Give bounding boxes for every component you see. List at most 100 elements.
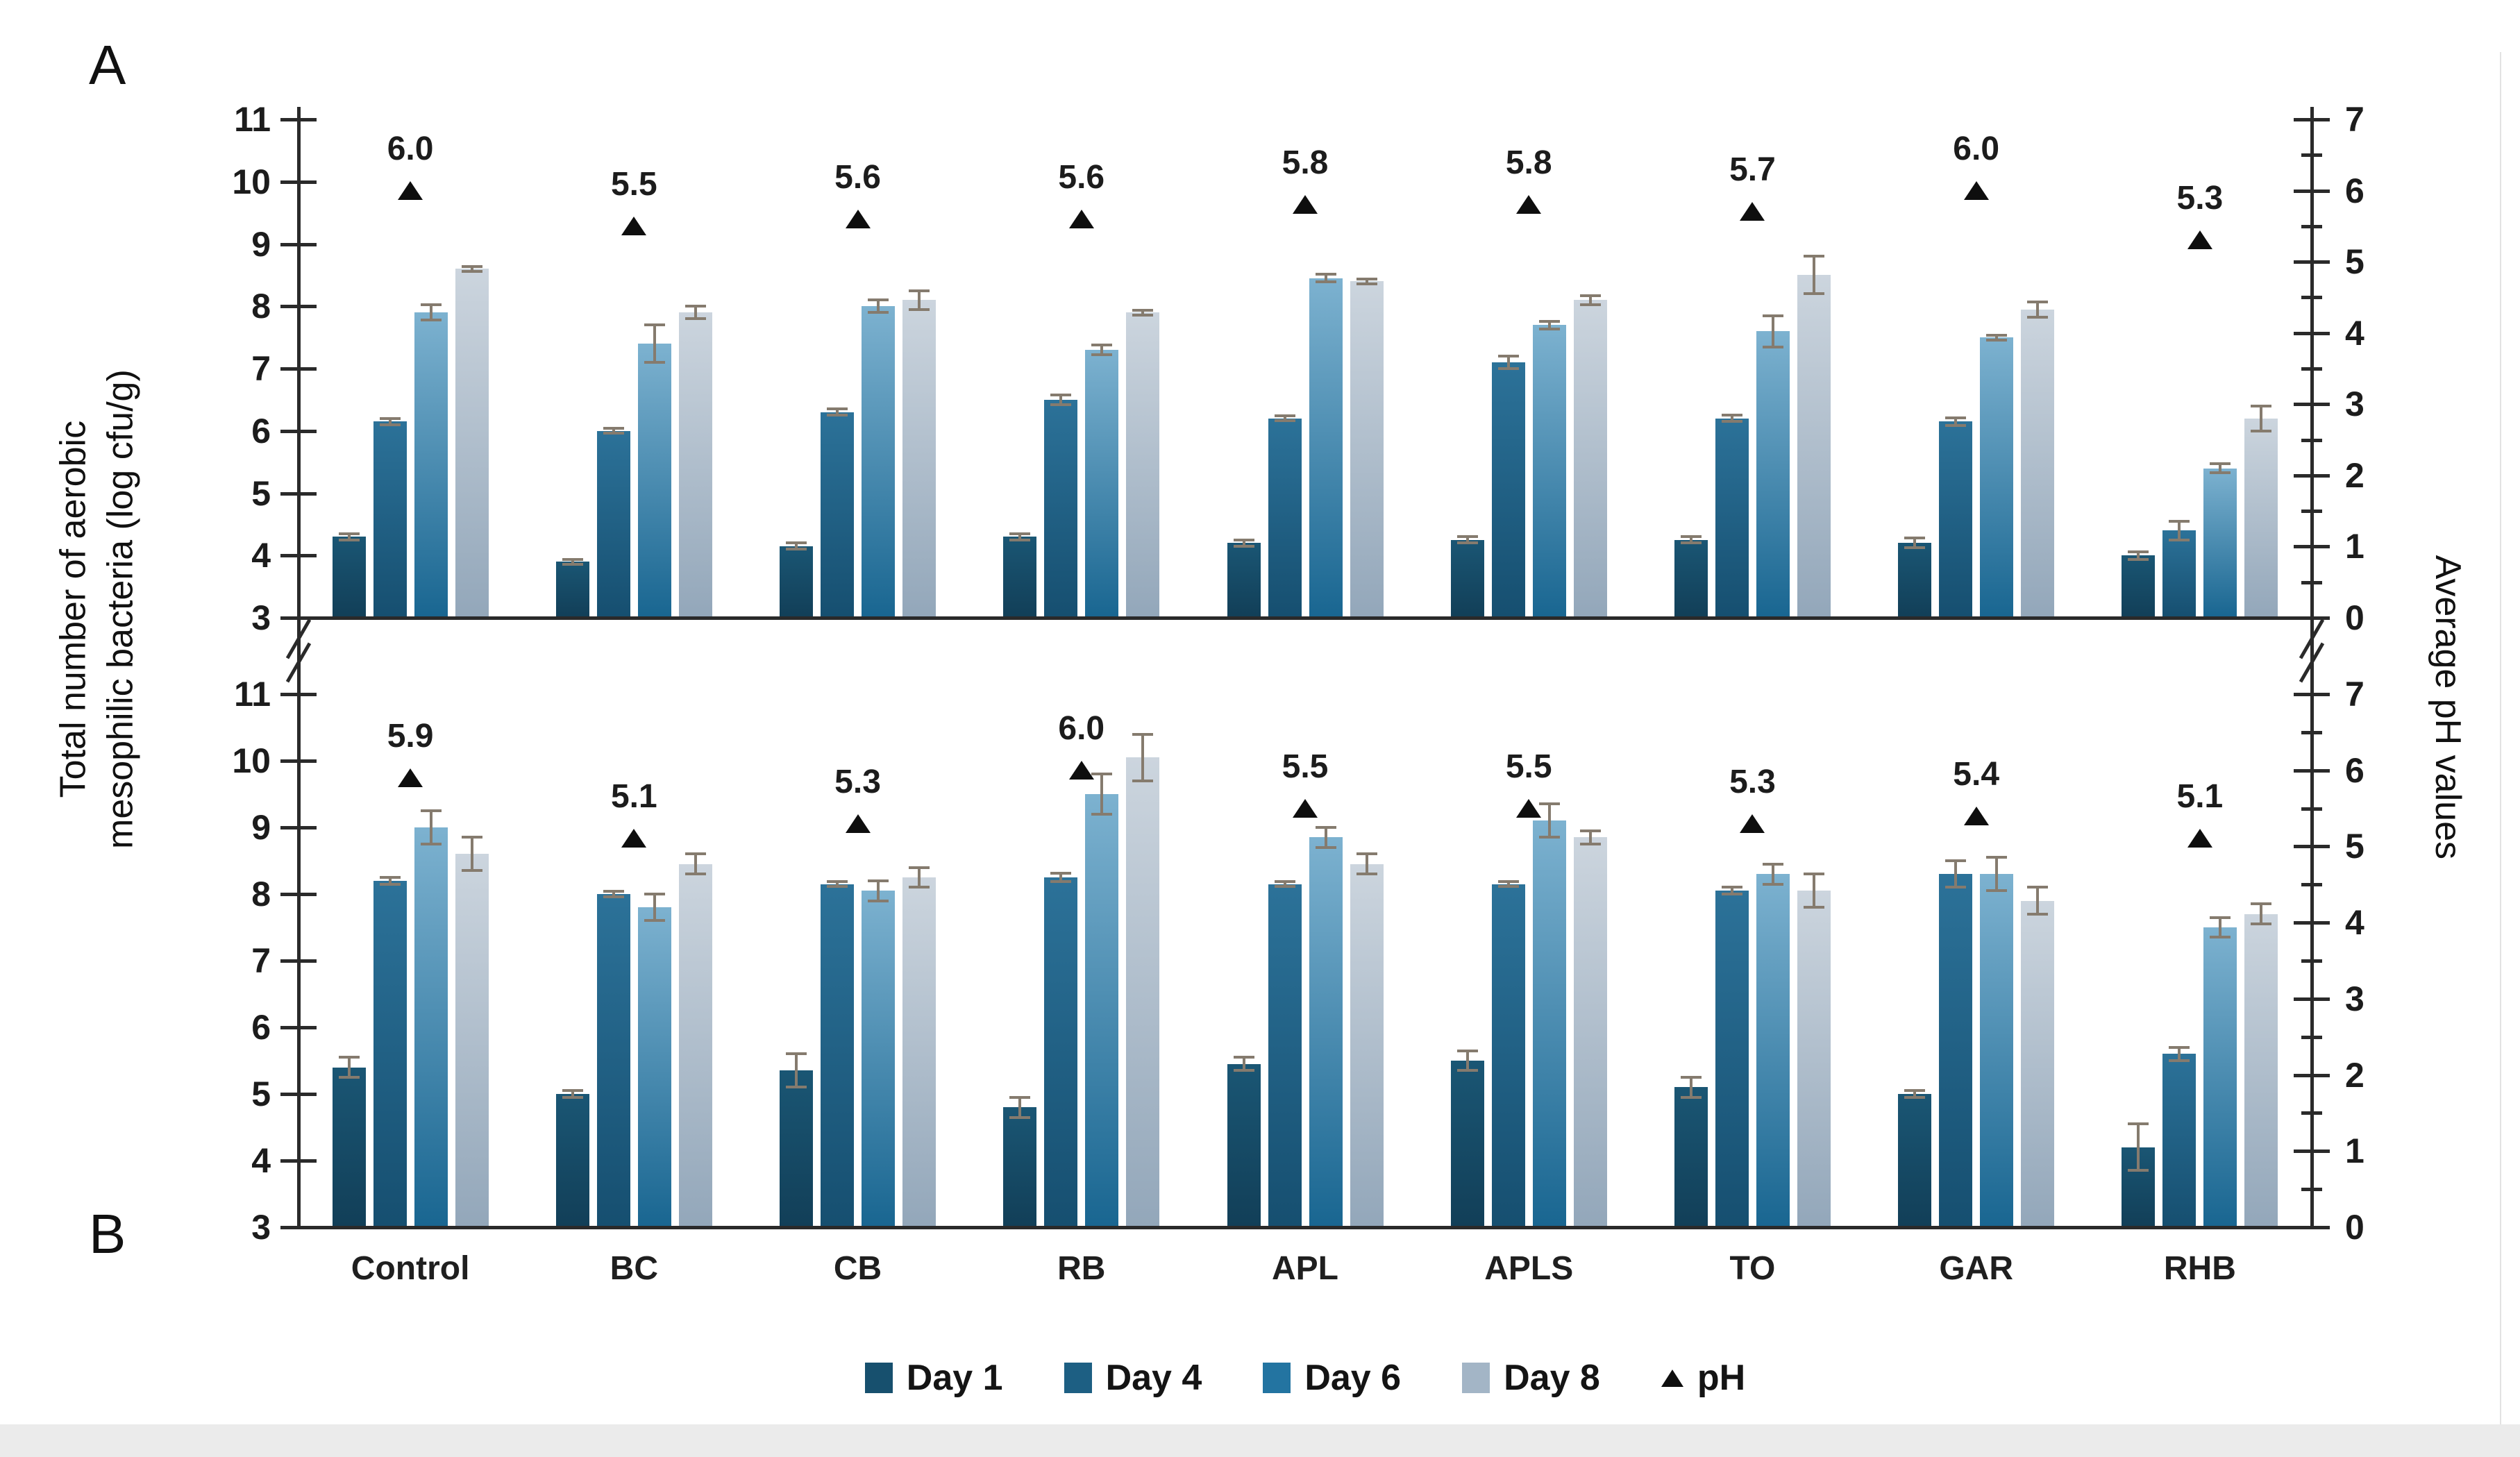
error-bar-cap-top: [1091, 343, 1113, 346]
left-axis-tick: [280, 242, 317, 246]
error-bar-cap-bottom: [1721, 420, 1742, 423]
error-bar-cap-top: [1456, 1049, 1478, 1052]
ph-triangle-marker: [1963, 180, 1989, 200]
left-axis-tick: [280, 616, 317, 620]
error-bar-cap-top: [1721, 414, 1742, 417]
error-bar-cap-top: [1356, 852, 1377, 856]
error-bar-cap-bottom: [644, 919, 665, 923]
bar-b-rb-day-1: [1003, 1107, 1037, 1226]
error-bar: [694, 854, 697, 875]
error-bar-cap-top: [338, 532, 360, 535]
right-axis-tick: [2294, 473, 2330, 478]
bar-b-control-day-8: [455, 854, 489, 1226]
error-bar-cap-bottom: [1803, 292, 1824, 296]
ph-value-label: 5.9: [387, 717, 434, 755]
bar-a-rhb-day-4: [2162, 530, 2196, 616]
error-bar: [1365, 278, 1368, 284]
ph-triangle-icon: [1661, 1369, 1683, 1387]
error-bar-cap-bottom: [1274, 419, 1295, 423]
ph-value-label: 5.5: [610, 165, 657, 203]
bar-b-rhb-day-8: [2244, 913, 2278, 1226]
ph-triangle-marker: [621, 216, 647, 235]
error-bar-cap-top: [603, 427, 624, 430]
error-bar-cap-top: [1009, 532, 1031, 535]
bar-b-bc-day-1: [555, 1094, 589, 1226]
bar-a-bc-day-8: [678, 312, 712, 616]
bar-a-cb-day-4: [821, 412, 855, 616]
error-bar-cap-top: [1986, 333, 2008, 337]
error-bar: [2260, 904, 2263, 925]
error-bar-cap-bottom: [1050, 879, 1072, 883]
error-bar-cap-top: [644, 893, 665, 895]
error-bar-cap-bottom: [2251, 923, 2272, 926]
left-axis-tick: [280, 826, 317, 829]
error-bar: [2178, 1047, 2181, 1061]
bar-b-apls-day-4: [1491, 884, 1525, 1226]
right-axis-tick: [2294, 260, 2330, 264]
error-bar: [694, 306, 697, 319]
error-bar-cap-bottom: [1132, 779, 1154, 782]
error-bar: [1018, 533, 1022, 540]
right-axis-tick: [2301, 509, 2322, 514]
legend-label: Day 8: [1504, 1358, 1600, 1398]
right-axis-tick: [2294, 545, 2330, 549]
bar-a-apls-day-8: [1573, 300, 1607, 616]
error-bar-cap-bottom: [338, 1076, 360, 1079]
error-bar-cap-bottom: [1579, 843, 1601, 845]
error-bar-cap-top: [1904, 537, 1926, 540]
error-bar: [2178, 521, 2181, 540]
legend-swatch-icon: [1064, 1363, 1092, 1393]
error-bar: [1995, 335, 1999, 340]
error-bar-cap-top: [2169, 1045, 2190, 1049]
error-bar-cap-bottom: [1315, 280, 1336, 284]
ph-value-label: 5.7: [1729, 151, 1776, 189]
bar-a-rb-day-1: [1003, 537, 1037, 616]
bottom-strip: [0, 1424, 2520, 1457]
error-bar-cap-bottom: [1233, 1069, 1254, 1072]
error-bar: [470, 266, 473, 271]
right-axis-tick: [2294, 616, 2330, 620]
error-bar-cap-bottom: [1904, 546, 1926, 550]
error-bar-cap-top: [2251, 404, 2272, 407]
right-axis-tick: [2294, 1073, 2330, 1077]
error-bar-cap-top: [1233, 1056, 1254, 1059]
bar-b-gar-day-8: [2021, 900, 2055, 1226]
error-bar-cap-top: [420, 303, 442, 307]
right-axis-tick-label: 5: [2345, 242, 2364, 282]
bar-b-cb-day-8: [902, 877, 936, 1226]
bar-a-gar-day-4: [1939, 421, 1973, 616]
error-bar: [836, 881, 839, 887]
bar-a-gar-day-8: [2021, 309, 2055, 616]
error-bar-cap-bottom: [603, 895, 624, 898]
ph-triangle-marker: [1963, 806, 1989, 825]
ph-triangle-marker: [1293, 195, 1318, 214]
left-axis-tick: [280, 118, 317, 121]
ph-triangle-marker: [398, 768, 423, 787]
error-bar-cap-top: [1680, 1076, 1702, 1079]
error-bar: [1059, 873, 1063, 882]
error-bar: [2219, 917, 2222, 938]
error-bar: [795, 543, 798, 550]
ph-triangle-marker: [1740, 814, 1765, 833]
error-bar: [653, 325, 656, 363]
error-bar-cap-bottom: [2169, 1059, 2190, 1062]
error-bar-cap-bottom: [1803, 906, 1824, 909]
error-bar-cap-bottom: [1680, 541, 1702, 545]
error-bar: [1100, 774, 1104, 814]
right-axis-tick: [2301, 883, 2322, 887]
error-bar-cap-bottom: [338, 538, 360, 541]
error-bar-cap-bottom: [684, 873, 706, 876]
error-bar-cap-bottom: [1009, 538, 1031, 541]
error-bar-cap-top: [868, 879, 889, 882]
error-bar-cap-bottom: [1680, 1095, 1702, 1099]
error-bar: [347, 1057, 351, 1077]
right-axis-tick-label: 6: [2345, 171, 2364, 210]
panel-b-letter: B: [89, 1203, 126, 1265]
left-axis-tick-label: 9: [251, 224, 271, 264]
bar-a-control-day-6: [414, 312, 448, 616]
error-bar-cap-top: [868, 298, 889, 302]
error-bar-cap-bottom: [786, 548, 807, 551]
left-y-axis-line: [297, 107, 301, 1227]
legend-label: Day 6: [1304, 1358, 1402, 1398]
legend-label: Day 4: [1105, 1358, 1202, 1398]
